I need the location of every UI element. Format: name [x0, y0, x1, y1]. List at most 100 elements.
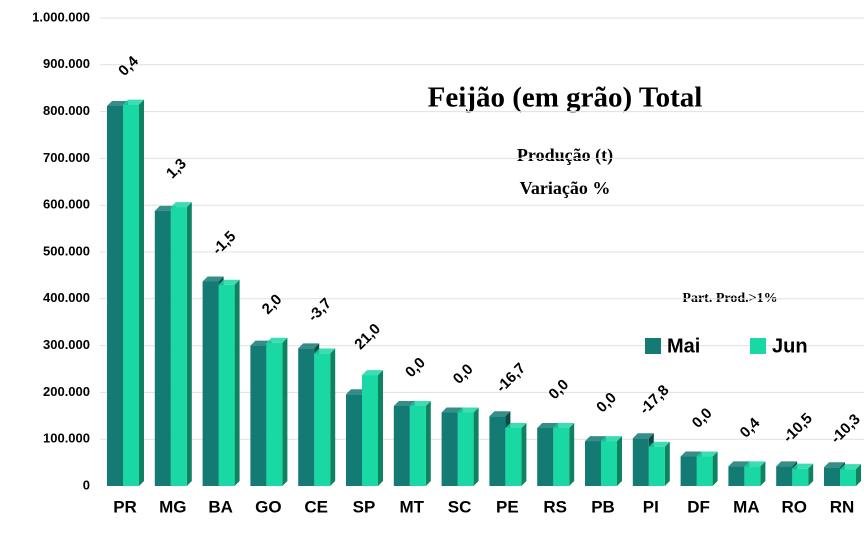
bar	[537, 427, 554, 486]
x-tick-label: CE	[304, 497, 328, 516]
variation-label: 0,4	[737, 414, 764, 441]
y-tick-label: 700.000	[43, 150, 90, 165]
bar-top	[585, 436, 606, 442]
bar	[744, 466, 761, 486]
bar	[346, 394, 362, 486]
variation-label: 0,0	[689, 405, 716, 432]
variation-label: -1,5	[209, 228, 239, 258]
legend-label: Mai	[667, 335, 700, 357]
bar-top	[680, 451, 702, 457]
bar-top	[632, 433, 654, 439]
variation-label: 21,0	[351, 320, 384, 353]
bar-top	[123, 99, 144, 105]
bar	[648, 446, 665, 486]
x-tick-label: PR	[113, 497, 137, 516]
bar	[202, 281, 219, 486]
bar	[840, 469, 856, 486]
bar-side	[521, 422, 527, 486]
bar	[250, 345, 267, 486]
bar	[393, 405, 410, 486]
x-tick-label: MT	[400, 497, 425, 516]
variation-label: 0,4	[115, 52, 142, 79]
bar-top	[792, 463, 814, 469]
x-tick-label: PB	[591, 497, 615, 516]
bar-side	[617, 436, 622, 486]
bar-side	[856, 464, 861, 486]
variation-label: 0,0	[593, 389, 620, 416]
bar	[457, 412, 474, 486]
bar-top	[776, 461, 798, 467]
variation-label: -16,7	[493, 360, 529, 396]
bar-side	[139, 99, 144, 486]
y-tick-label: 200.000	[43, 384, 90, 399]
x-tick-label: PI	[643, 497, 659, 516]
bar-top	[489, 411, 511, 417]
bar	[298, 348, 315, 486]
legend-label: Jun	[772, 335, 808, 357]
bar-top	[744, 461, 766, 467]
bar	[489, 416, 506, 486]
bar	[314, 353, 331, 486]
y-tick-label: 600.000	[43, 197, 90, 212]
bar	[632, 438, 649, 486]
y-tick-label: 800.000	[43, 103, 90, 118]
bar-top	[218, 279, 240, 285]
bar-side	[282, 337, 288, 486]
x-tick-label: MA	[733, 497, 759, 516]
bar-top	[266, 337, 288, 343]
bar-top	[824, 462, 845, 468]
y-tick-label: 400.000	[43, 290, 90, 305]
y-tick-label: 100.000	[43, 431, 90, 446]
bar	[776, 466, 793, 486]
bar-top	[505, 422, 527, 428]
y-tick-label: 900.000	[43, 56, 90, 71]
bar-top	[250, 340, 272, 346]
x-tick-label: MG	[159, 497, 186, 516]
bar	[728, 466, 745, 486]
y-tick-label: 1.000.000	[32, 9, 90, 24]
bar	[585, 441, 601, 486]
bar-top	[393, 400, 415, 406]
bar-top	[441, 407, 463, 413]
bar-top	[362, 370, 383, 376]
bar	[266, 342, 283, 486]
bar-side	[473, 407, 479, 486]
x-tick-label: GO	[255, 497, 281, 516]
bar-side	[760, 461, 766, 486]
bar-top	[314, 348, 336, 354]
bar-side	[712, 451, 718, 486]
x-tick-label: SP	[353, 497, 376, 516]
variation-label: 0,0	[545, 376, 572, 403]
bar-top	[457, 407, 479, 413]
bar-top	[170, 202, 192, 208]
variation-label: 2,0	[259, 291, 286, 318]
bar	[409, 405, 426, 486]
bar-top	[696, 451, 718, 457]
bar-top	[409, 400, 431, 406]
bar-side	[569, 422, 575, 486]
bar	[362, 375, 378, 486]
bar	[505, 427, 522, 486]
bar-side	[808, 463, 814, 486]
legend-swatch	[750, 338, 766, 354]
bar-top	[537, 422, 559, 428]
bar-top	[840, 464, 861, 470]
bar	[154, 210, 171, 487]
bar	[792, 468, 809, 486]
subtitle: Produção (t)	[517, 145, 613, 166]
x-tick-label: PE	[496, 497, 519, 516]
bar-side	[186, 202, 192, 486]
bar-top	[728, 461, 750, 467]
bar	[218, 284, 235, 486]
bar-top	[553, 422, 575, 428]
legend-swatch	[645, 338, 661, 354]
bar-top	[202, 276, 224, 282]
x-tick-label: RS	[543, 497, 567, 516]
bar-side	[378, 370, 383, 486]
bar	[170, 207, 187, 486]
variation-label: -3,7	[305, 295, 335, 325]
bar	[123, 104, 139, 486]
y-tick-label: 500.000	[43, 243, 90, 258]
bar-top	[648, 441, 670, 447]
